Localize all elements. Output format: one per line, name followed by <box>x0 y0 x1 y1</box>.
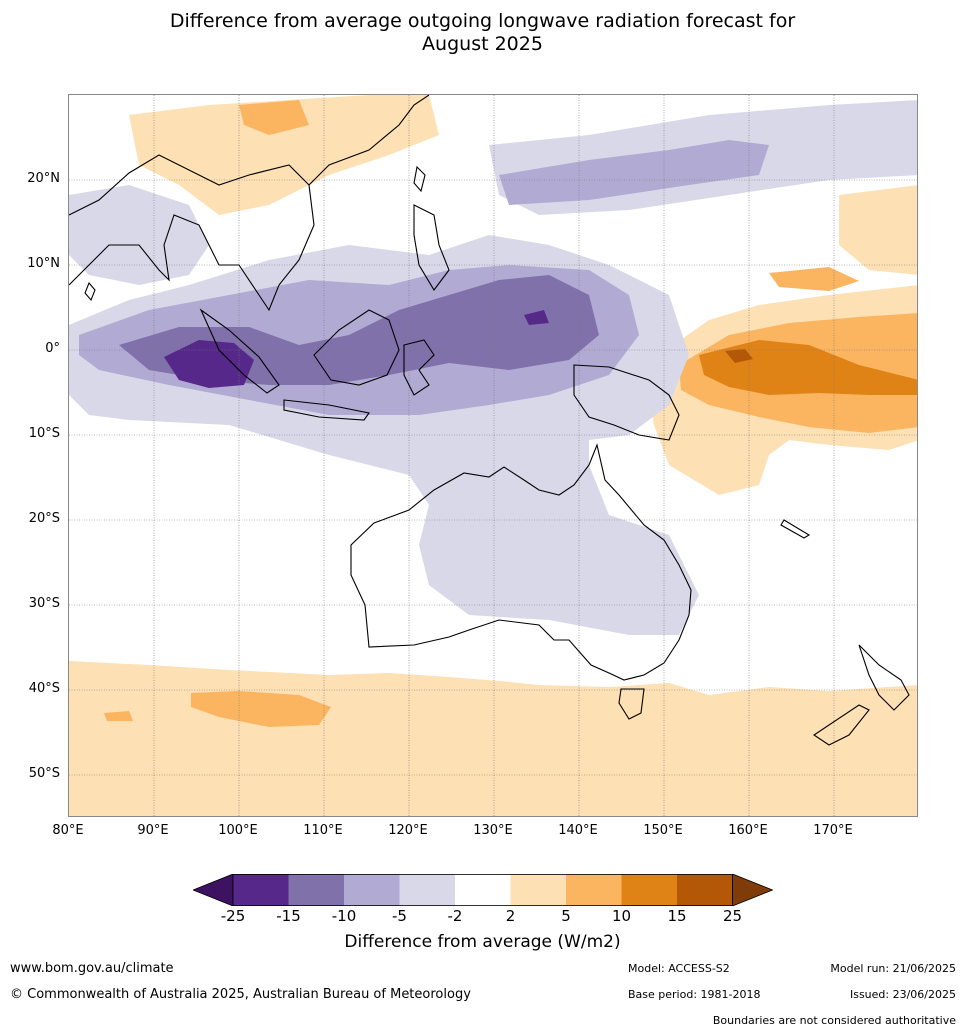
north-pacific-warm <box>839 185 917 275</box>
coastlines <box>69 95 910 746</box>
coast-sumatra <box>199 308 280 394</box>
colorbar-extend-high <box>732 873 774 907</box>
coast-taiwan <box>413 165 426 193</box>
anomaly-map <box>68 94 918 817</box>
colorbar-bin <box>621 874 677 906</box>
lon-label-170e: 170°E <box>813 823 853 838</box>
colorbar-frame <box>232 874 733 906</box>
positive-anomaly-regions <box>69 95 917 816</box>
lat-label-20s: 20°S <box>28 511 60 526</box>
copyright-text: © Commonwealth of Australia 2025, Austra… <box>10 987 471 1002</box>
map-svg <box>69 95 917 816</box>
model-run-date: Model run: 21/06/2025 <box>830 962 956 975</box>
colorbar-tick-label: -5 <box>392 907 407 925</box>
colorbar-bin <box>288 874 344 906</box>
coast-sulawesi <box>403 339 435 396</box>
southern-ocean-warm-spot <box>104 711 133 721</box>
colorbar-svg <box>191 873 774 907</box>
north-pacific-cool <box>499 140 769 205</box>
lon-label-80e: 80°E <box>52 823 84 838</box>
south-asia-warm <box>129 95 439 215</box>
coast-java <box>283 399 370 421</box>
colorbar-tick-label: -15 <box>276 907 301 925</box>
coast-new-guinea <box>573 364 680 441</box>
lat-label-10s: 10°S <box>28 426 60 441</box>
colorbar-extend-low <box>191 873 234 907</box>
colorbar <box>191 873 774 907</box>
colorbar-bin <box>399 874 455 906</box>
new-guinea-north-core <box>524 310 549 325</box>
colorbar-tick-label: 15 <box>667 907 687 925</box>
colorbar-tick-label: 10 <box>611 907 632 925</box>
lat-label-0: 0° <box>45 341 60 356</box>
coast-tasmania <box>618 688 645 720</box>
colorbar-label: Difference from average (W/m2) <box>344 932 621 952</box>
west-sumatra-core <box>164 340 254 388</box>
coast-new-caledonia <box>780 519 811 539</box>
lon-label-120e: 120°E <box>388 823 428 838</box>
colorbar-tick-label: -25 <box>220 907 246 925</box>
boundaries-disclaimer: Boundaries are not considered authoritat… <box>712 1014 956 1027</box>
lon-label-160e: 160°E <box>728 823 768 838</box>
colorbar-bin <box>455 874 511 906</box>
coast-borneo <box>313 309 400 386</box>
colorbar-tick-label: 25 <box>722 907 743 925</box>
south-asia-warm-core <box>239 100 309 135</box>
north-indian-cool-light <box>69 185 209 285</box>
website-link[interactable]: www.bom.gov.au/climate <box>10 961 174 976</box>
colorbar-bin <box>233 874 289 906</box>
chart-title: Difference from average outgoing longwav… <box>0 10 965 56</box>
lat-label-20n: 20°N <box>27 171 60 186</box>
colorbar-tick-label: 5 <box>561 907 571 925</box>
colorbar-bin <box>344 874 400 906</box>
colorbar-tick-label: -10 <box>331 907 357 925</box>
lat-label-50s: 50°S <box>28 766 60 781</box>
west-pacific-strong <box>699 340 917 395</box>
southern-ocean-warm-core <box>191 691 331 727</box>
issued-date: Issued: 23/06/2025 <box>849 988 956 1001</box>
lon-label-110e: 110°E <box>303 823 343 838</box>
graticule <box>69 95 917 816</box>
colorbar-tick-label: -2 <box>447 907 463 925</box>
coast-sri-lanka <box>84 281 96 302</box>
coast-asia-mainland <box>69 154 315 312</box>
coast-australia <box>350 443 692 681</box>
lon-label-140e: 140°E <box>558 823 598 838</box>
lon-label-130e: 130°E <box>473 823 513 838</box>
colorbar-bin <box>510 874 566 906</box>
lon-label-100e: 100°E <box>218 823 258 838</box>
colorbar-bin <box>566 874 622 906</box>
north-pacific-warm-patch <box>769 267 859 291</box>
lon-label-150e: 150°E <box>643 823 683 838</box>
title-line-2: August 2025 <box>422 33 543 55</box>
west-pacific-core <box>725 349 753 363</box>
coast-philippines <box>413 204 450 291</box>
lat-label-40s: 40°S <box>28 681 60 696</box>
colorbar-bin <box>677 874 733 906</box>
coast-new-zealand-north <box>858 644 910 711</box>
southern-ocean-band <box>69 661 917 816</box>
base-period: Base period: 1981-2018 <box>628 988 761 1001</box>
model-name: Model: ACCESS-S2 <box>628 962 730 975</box>
coast-china <box>308 95 430 186</box>
coast-new-zealand-south <box>813 704 870 746</box>
title-line-1: Difference from average outgoing longwav… <box>169 10 796 32</box>
lat-label-10n: 10°N <box>27 256 60 271</box>
colorbar-tick-label: 2 <box>505 907 516 925</box>
lat-label-30s: 30°S <box>28 596 60 611</box>
lon-label-90e: 90°E <box>137 823 169 838</box>
